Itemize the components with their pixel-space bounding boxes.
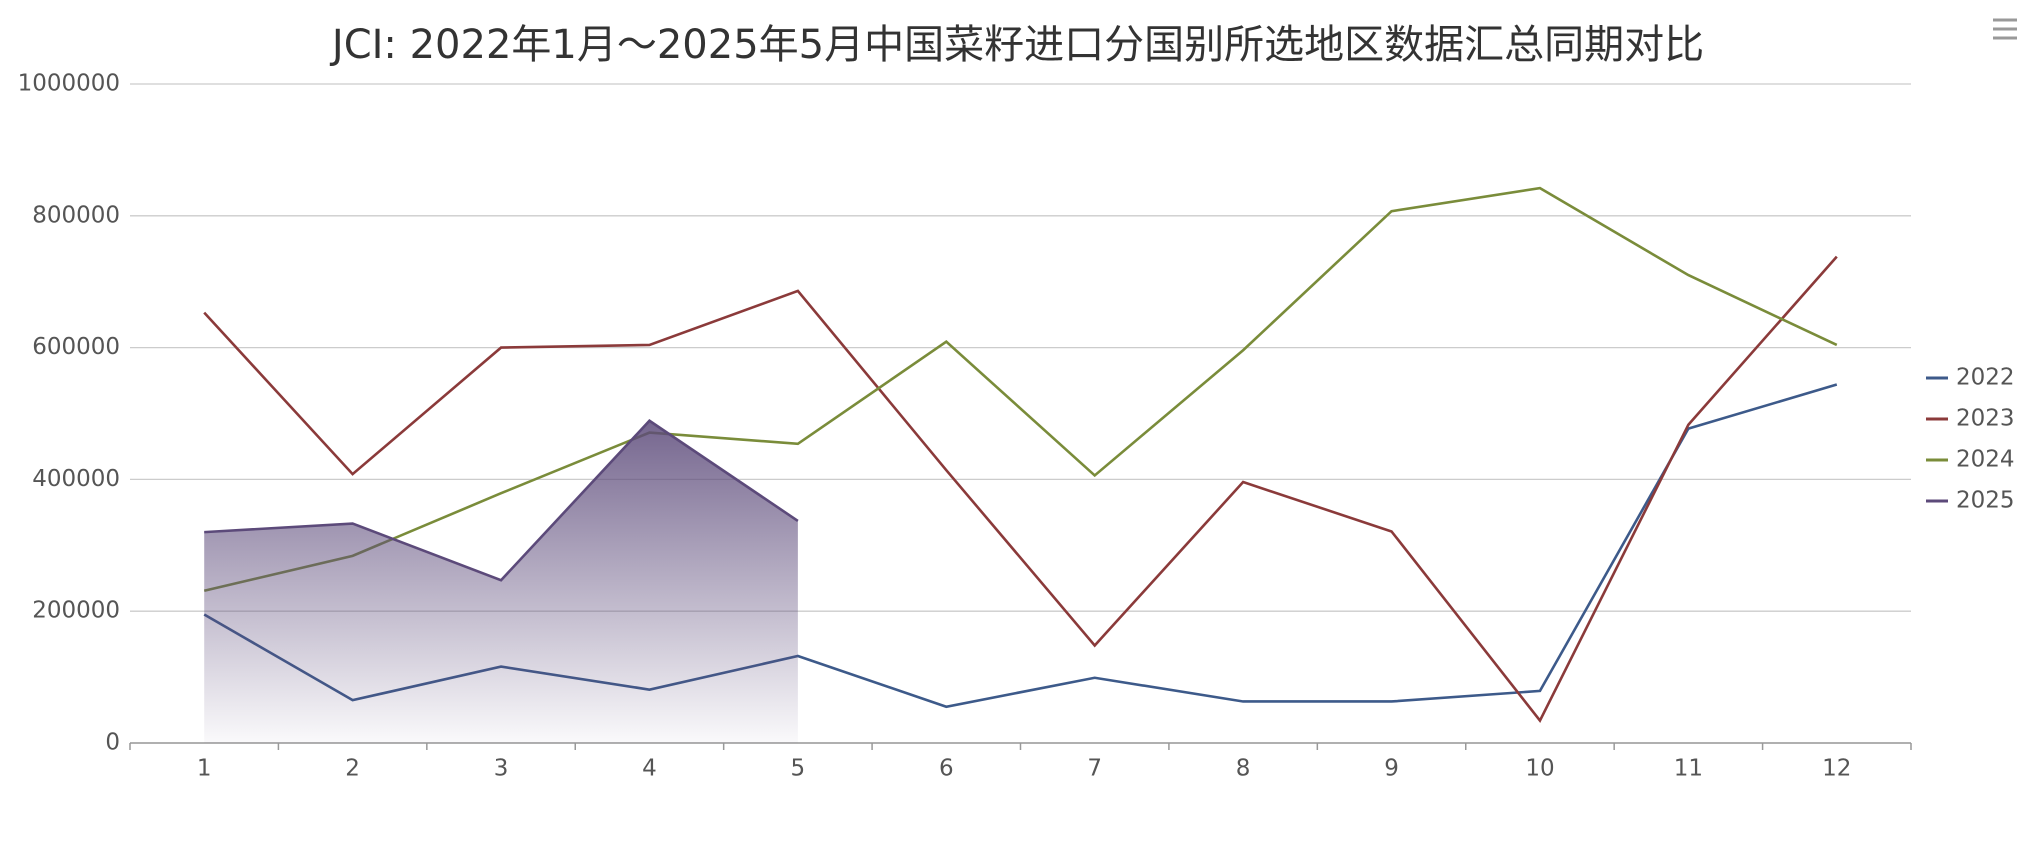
menu-icon[interactable] bbox=[1993, 18, 2017, 40]
y-tick-label: 0 bbox=[105, 730, 120, 756]
line bbox=[203, 255, 1838, 724]
x-tick-label: 10 bbox=[1525, 756, 1554, 782]
y-tick-label: 200000 bbox=[32, 598, 120, 624]
x-tick-label: 6 bbox=[939, 756, 954, 782]
y-tick-label: 800000 bbox=[32, 202, 120, 228]
x-tick-label: 3 bbox=[494, 756, 509, 782]
legend-label: 2022 bbox=[1956, 365, 2015, 391]
line bbox=[203, 186, 1838, 593]
x-tick-label: 5 bbox=[791, 756, 806, 782]
legend-label: 2023 bbox=[1956, 406, 2015, 432]
y-tick-label: 400000 bbox=[32, 466, 120, 492]
y-tick-label: 1000000 bbox=[18, 71, 120, 97]
x-tick-label: 9 bbox=[1384, 756, 1399, 782]
chart-title: JCI: 2022年1月～2025年5月中国菜籽进口分国别所选地区数据汇总同期对… bbox=[329, 22, 1704, 68]
x-tick-label: 4 bbox=[642, 756, 657, 782]
line bbox=[204, 419, 799, 582]
y-tick-label: 600000 bbox=[32, 334, 120, 360]
x-tick-label: 1 bbox=[197, 756, 212, 782]
area bbox=[204, 420, 798, 743]
x-tick-label: 12 bbox=[1822, 756, 1851, 782]
x-tick-label: 2 bbox=[345, 756, 360, 782]
legend-label: 2025 bbox=[1956, 488, 2015, 514]
x-tick-label: 7 bbox=[1087, 756, 1102, 782]
x-tick-label: 8 bbox=[1236, 756, 1251, 782]
legend-label: 2024 bbox=[1956, 447, 2015, 473]
x-tick-label: 11 bbox=[1674, 756, 1703, 782]
